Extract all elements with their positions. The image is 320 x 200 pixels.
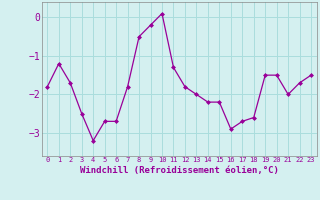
X-axis label: Windchill (Refroidissement éolien,°C): Windchill (Refroidissement éolien,°C)	[80, 166, 279, 175]
